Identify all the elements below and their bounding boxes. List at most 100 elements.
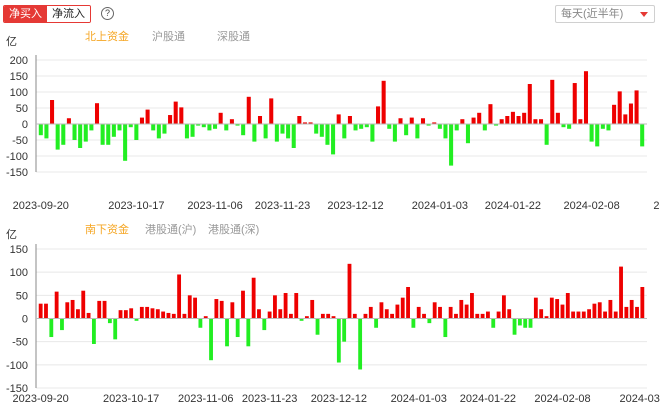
bar bbox=[196, 124, 201, 126]
bar bbox=[315, 318, 320, 335]
series-tab-2[interactable]: 港股通(深) bbox=[208, 223, 259, 236]
bar bbox=[66, 118, 71, 124]
bar bbox=[235, 318, 240, 338]
bar bbox=[368, 306, 373, 319]
bar bbox=[480, 313, 485, 319]
bar bbox=[193, 297, 197, 319]
bar bbox=[571, 311, 576, 319]
bar bbox=[139, 306, 144, 319]
bar bbox=[379, 302, 384, 319]
x-tick-label: 2024-03-06 bbox=[620, 393, 660, 405]
bar bbox=[229, 119, 234, 124]
bar bbox=[477, 112, 482, 124]
bar bbox=[246, 318, 251, 347]
bar bbox=[499, 119, 504, 124]
bar bbox=[528, 318, 533, 328]
bar bbox=[376, 106, 381, 124]
bar bbox=[201, 124, 206, 128]
bar bbox=[252, 124, 257, 142]
y-tick-label: 50 bbox=[16, 290, 28, 302]
bar bbox=[613, 311, 618, 319]
bar bbox=[230, 302, 235, 319]
bar bbox=[156, 124, 161, 139]
bar bbox=[173, 101, 178, 124]
bar bbox=[61, 124, 66, 145]
bar bbox=[190, 124, 195, 137]
series-tab-2[interactable]: 深股通 bbox=[217, 30, 250, 43]
bar bbox=[49, 318, 54, 338]
x-tick-label: 2024-03-06 bbox=[653, 200, 660, 212]
bar bbox=[123, 124, 128, 161]
series-tab-0[interactable]: 北上资金 bbox=[85, 29, 129, 43]
bar bbox=[151, 124, 156, 131]
x-tick-label: 2023-09-20 bbox=[13, 393, 69, 405]
x-tick-label: 2024-01-03 bbox=[391, 393, 447, 405]
bar bbox=[134, 124, 139, 140]
series-tab-1[interactable]: 沪股通 bbox=[152, 29, 185, 43]
x-tick-label: 2024-01-03 bbox=[412, 200, 468, 212]
y-tick-label: 200 bbox=[10, 55, 28, 67]
bar bbox=[353, 124, 358, 131]
tab-net-inflow[interactable]: 净流入 bbox=[47, 6, 90, 22]
x-tick-label: 2023-11-23 bbox=[255, 200, 310, 212]
bar bbox=[617, 91, 622, 124]
y-tick-label: -150 bbox=[6, 167, 28, 179]
bar bbox=[634, 90, 639, 124]
bar bbox=[166, 312, 171, 319]
bar bbox=[213, 124, 218, 129]
bar bbox=[251, 277, 256, 319]
bar bbox=[294, 293, 299, 319]
bar bbox=[168, 115, 173, 124]
bar bbox=[182, 313, 187, 319]
bar bbox=[432, 302, 437, 319]
series-tab-0[interactable]: 南下资金 bbox=[85, 222, 129, 236]
bar bbox=[523, 318, 528, 328]
bar bbox=[241, 124, 246, 136]
tab-net-buy[interactable]: 净买入 bbox=[4, 6, 47, 22]
bar bbox=[331, 124, 336, 155]
bar bbox=[54, 291, 59, 319]
bar bbox=[522, 112, 527, 124]
x-tick-label: 2023-11-06 bbox=[187, 200, 242, 212]
bar bbox=[475, 313, 480, 319]
bar bbox=[592, 303, 597, 319]
bar bbox=[390, 313, 395, 319]
bar bbox=[612, 104, 617, 124]
bar bbox=[113, 318, 118, 340]
bar bbox=[209, 318, 213, 361]
question-circle-icon[interactable]: ? bbox=[101, 7, 114, 20]
bar bbox=[262, 318, 267, 331]
bar bbox=[550, 79, 555, 124]
bar bbox=[437, 124, 442, 129]
bar bbox=[78, 124, 83, 148]
bar bbox=[640, 124, 645, 147]
bar bbox=[516, 116, 521, 124]
bar bbox=[603, 311, 607, 319]
bar bbox=[38, 303, 43, 319]
bar bbox=[86, 312, 91, 319]
bar bbox=[443, 318, 448, 338]
bar bbox=[432, 122, 437, 124]
bar bbox=[640, 286, 645, 319]
period-select[interactable]: 每天(近半年) bbox=[555, 5, 655, 23]
bar bbox=[320, 313, 325, 319]
bar bbox=[50, 100, 55, 124]
bar bbox=[342, 318, 347, 342]
bar bbox=[454, 124, 459, 131]
bar bbox=[459, 299, 464, 319]
bar bbox=[297, 116, 302, 124]
bar bbox=[387, 124, 392, 129]
bar bbox=[280, 124, 285, 134]
bar bbox=[560, 304, 565, 319]
bar bbox=[336, 114, 341, 124]
bar bbox=[510, 111, 515, 124]
bar bbox=[123, 310, 128, 319]
bar bbox=[374, 318, 379, 328]
bar bbox=[304, 316, 309, 319]
bar bbox=[179, 107, 184, 124]
series-tab-1[interactable]: 港股通(沪) bbox=[145, 222, 196, 236]
bar bbox=[533, 297, 538, 319]
y-tick-label: -100 bbox=[6, 151, 28, 163]
bar bbox=[358, 318, 363, 370]
bar bbox=[507, 309, 512, 319]
